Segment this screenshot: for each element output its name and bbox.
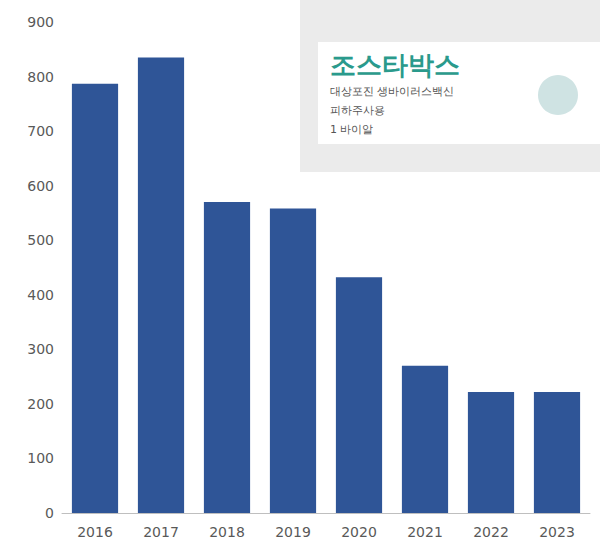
svg-text:대상포진 생바이러스백신: 대상포진 생바이러스백신 bbox=[330, 85, 455, 98]
svg-text:2022: 2022 bbox=[473, 524, 509, 540]
svg-text:500: 500 bbox=[27, 232, 54, 248]
svg-text:2020: 2020 bbox=[341, 524, 377, 540]
svg-text:700: 700 bbox=[27, 123, 54, 139]
svg-text:200: 200 bbox=[27, 396, 54, 412]
svg-text:800: 800 bbox=[27, 69, 54, 85]
svg-text:2017: 2017 bbox=[143, 524, 179, 540]
svg-text:0: 0 bbox=[45, 505, 54, 521]
svg-text:900: 900 bbox=[27, 14, 54, 30]
svg-text:100: 100 bbox=[27, 450, 54, 466]
svg-text:조스타박스: 조스타박스 bbox=[330, 50, 460, 80]
svg-text:2018: 2018 bbox=[209, 524, 245, 540]
svg-text:2019: 2019 bbox=[275, 524, 311, 540]
svg-text:2023: 2023 bbox=[539, 524, 575, 540]
svg-text:2021: 2021 bbox=[407, 524, 443, 540]
svg-text:300: 300 bbox=[27, 341, 54, 357]
svg-text:1 바이알: 1 바이알 bbox=[330, 123, 374, 136]
svg-text:2016: 2016 bbox=[77, 524, 113, 540]
svg-text:피하주사용: 피하주사용 bbox=[330, 104, 385, 117]
svg-text:400: 400 bbox=[27, 287, 54, 303]
svg-text:600: 600 bbox=[27, 178, 54, 194]
